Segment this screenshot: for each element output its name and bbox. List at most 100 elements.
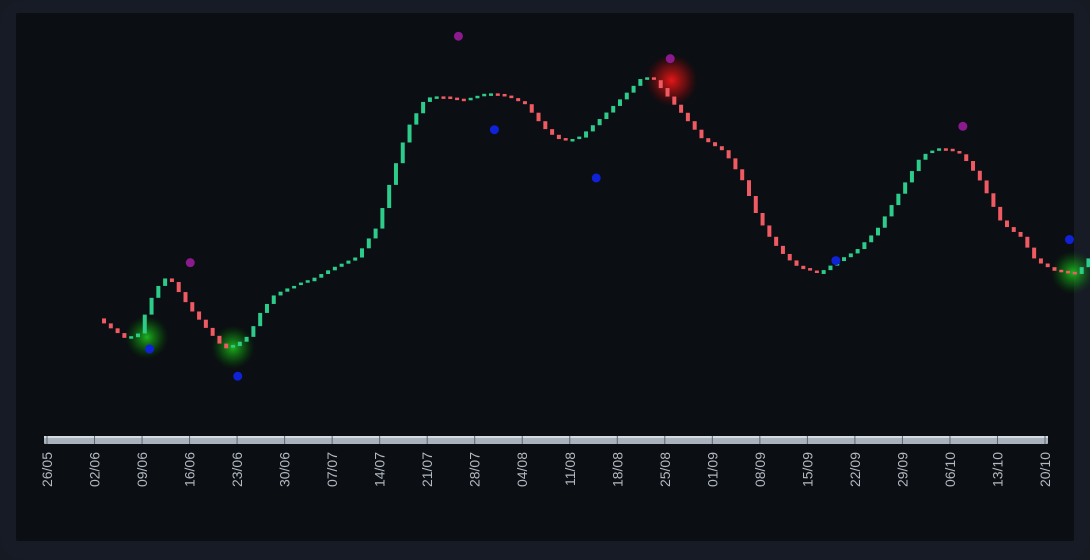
x-axis-highlight xyxy=(44,436,1048,438)
down-step xyxy=(455,97,460,101)
up-step xyxy=(896,193,901,206)
down-step xyxy=(740,169,745,181)
up-step xyxy=(482,93,487,97)
up-step xyxy=(285,288,290,292)
up-step xyxy=(923,153,928,160)
highlight-glows xyxy=(124,54,1090,370)
up-step xyxy=(326,270,331,275)
down-step xyxy=(495,93,500,96)
up-step xyxy=(848,253,853,258)
up-step xyxy=(421,101,426,114)
up-step xyxy=(163,278,168,286)
down-step xyxy=(122,333,127,338)
up-step xyxy=(909,171,914,183)
down-step xyxy=(726,150,731,159)
down-step xyxy=(183,292,188,303)
up-step xyxy=(903,182,908,194)
down-step xyxy=(1025,236,1030,248)
x-tick-label: 21/07 xyxy=(419,452,435,487)
up-step xyxy=(353,257,358,261)
trough-marker xyxy=(591,173,601,183)
up-step xyxy=(278,291,283,296)
down-step xyxy=(448,96,453,100)
up-step xyxy=(258,312,263,327)
up-step xyxy=(584,131,589,138)
up-step xyxy=(292,285,297,289)
down-step xyxy=(1004,220,1009,228)
down-step xyxy=(1018,231,1023,237)
down-step xyxy=(760,213,765,226)
down-step xyxy=(957,151,962,154)
down-step xyxy=(685,112,690,122)
down-step xyxy=(543,121,548,130)
up-step xyxy=(156,285,161,298)
down-step xyxy=(808,268,813,271)
trough-marker xyxy=(233,371,243,381)
down-step xyxy=(1072,271,1077,275)
up-step xyxy=(645,77,650,80)
down-step xyxy=(658,80,663,89)
up-step xyxy=(869,235,874,243)
up-step xyxy=(237,341,242,347)
down-step xyxy=(556,134,561,140)
down-step xyxy=(203,319,208,328)
red-glow xyxy=(645,54,698,107)
up-step xyxy=(380,208,385,229)
down-step xyxy=(1052,267,1057,271)
up-step xyxy=(149,297,154,315)
down-step xyxy=(102,318,107,324)
down-step xyxy=(692,121,697,130)
up-step xyxy=(400,142,405,164)
down-step xyxy=(502,93,507,97)
up-step xyxy=(305,280,310,283)
down-step xyxy=(679,104,684,113)
up-step xyxy=(570,139,575,142)
down-step xyxy=(529,104,534,113)
up-step xyxy=(882,216,887,228)
x-tick-label: 02/06 xyxy=(87,452,103,487)
down-step xyxy=(563,138,568,141)
x-tick-label: 30/06 xyxy=(277,452,293,487)
down-step xyxy=(991,193,996,207)
up-step xyxy=(1079,267,1084,274)
down-step xyxy=(1032,247,1037,259)
up-step xyxy=(231,345,236,348)
down-step xyxy=(509,95,514,99)
peak-marker xyxy=(453,31,463,41)
up-step xyxy=(937,148,942,151)
down-step xyxy=(665,88,670,97)
chart-panel xyxy=(16,13,1074,541)
x-tick-label: 26/05 xyxy=(39,452,55,487)
x-tick-label: 20/10 xyxy=(1037,452,1053,487)
up-step xyxy=(387,184,392,209)
down-step xyxy=(774,236,779,246)
down-step xyxy=(943,148,948,151)
peak-marker xyxy=(665,54,675,64)
x-tick-label: 09/06 xyxy=(134,452,150,487)
down-step xyxy=(1011,227,1016,232)
down-step xyxy=(461,98,466,102)
up-step xyxy=(407,124,412,143)
peak-marker xyxy=(185,258,195,268)
down-step xyxy=(550,129,555,135)
up-step xyxy=(489,93,494,96)
x-tick-label: 23/06 xyxy=(229,452,245,487)
up-step xyxy=(271,295,276,304)
up-step xyxy=(319,274,324,278)
up-step xyxy=(468,97,473,101)
up-step xyxy=(142,314,147,334)
down-step xyxy=(176,282,181,293)
down-step xyxy=(197,311,202,320)
trough-marker xyxy=(489,125,499,135)
peak-marker xyxy=(958,121,968,131)
x-tick-label: 07/07 xyxy=(324,452,340,487)
down-step xyxy=(780,245,785,254)
trough-marker xyxy=(1064,235,1074,245)
down-step xyxy=(1045,263,1050,268)
up-step xyxy=(339,263,344,267)
up-step xyxy=(916,159,921,172)
x-axis xyxy=(44,436,1048,444)
up-step xyxy=(862,242,867,250)
x-tick-label: 01/09 xyxy=(704,452,720,487)
trough-marker xyxy=(145,344,155,354)
